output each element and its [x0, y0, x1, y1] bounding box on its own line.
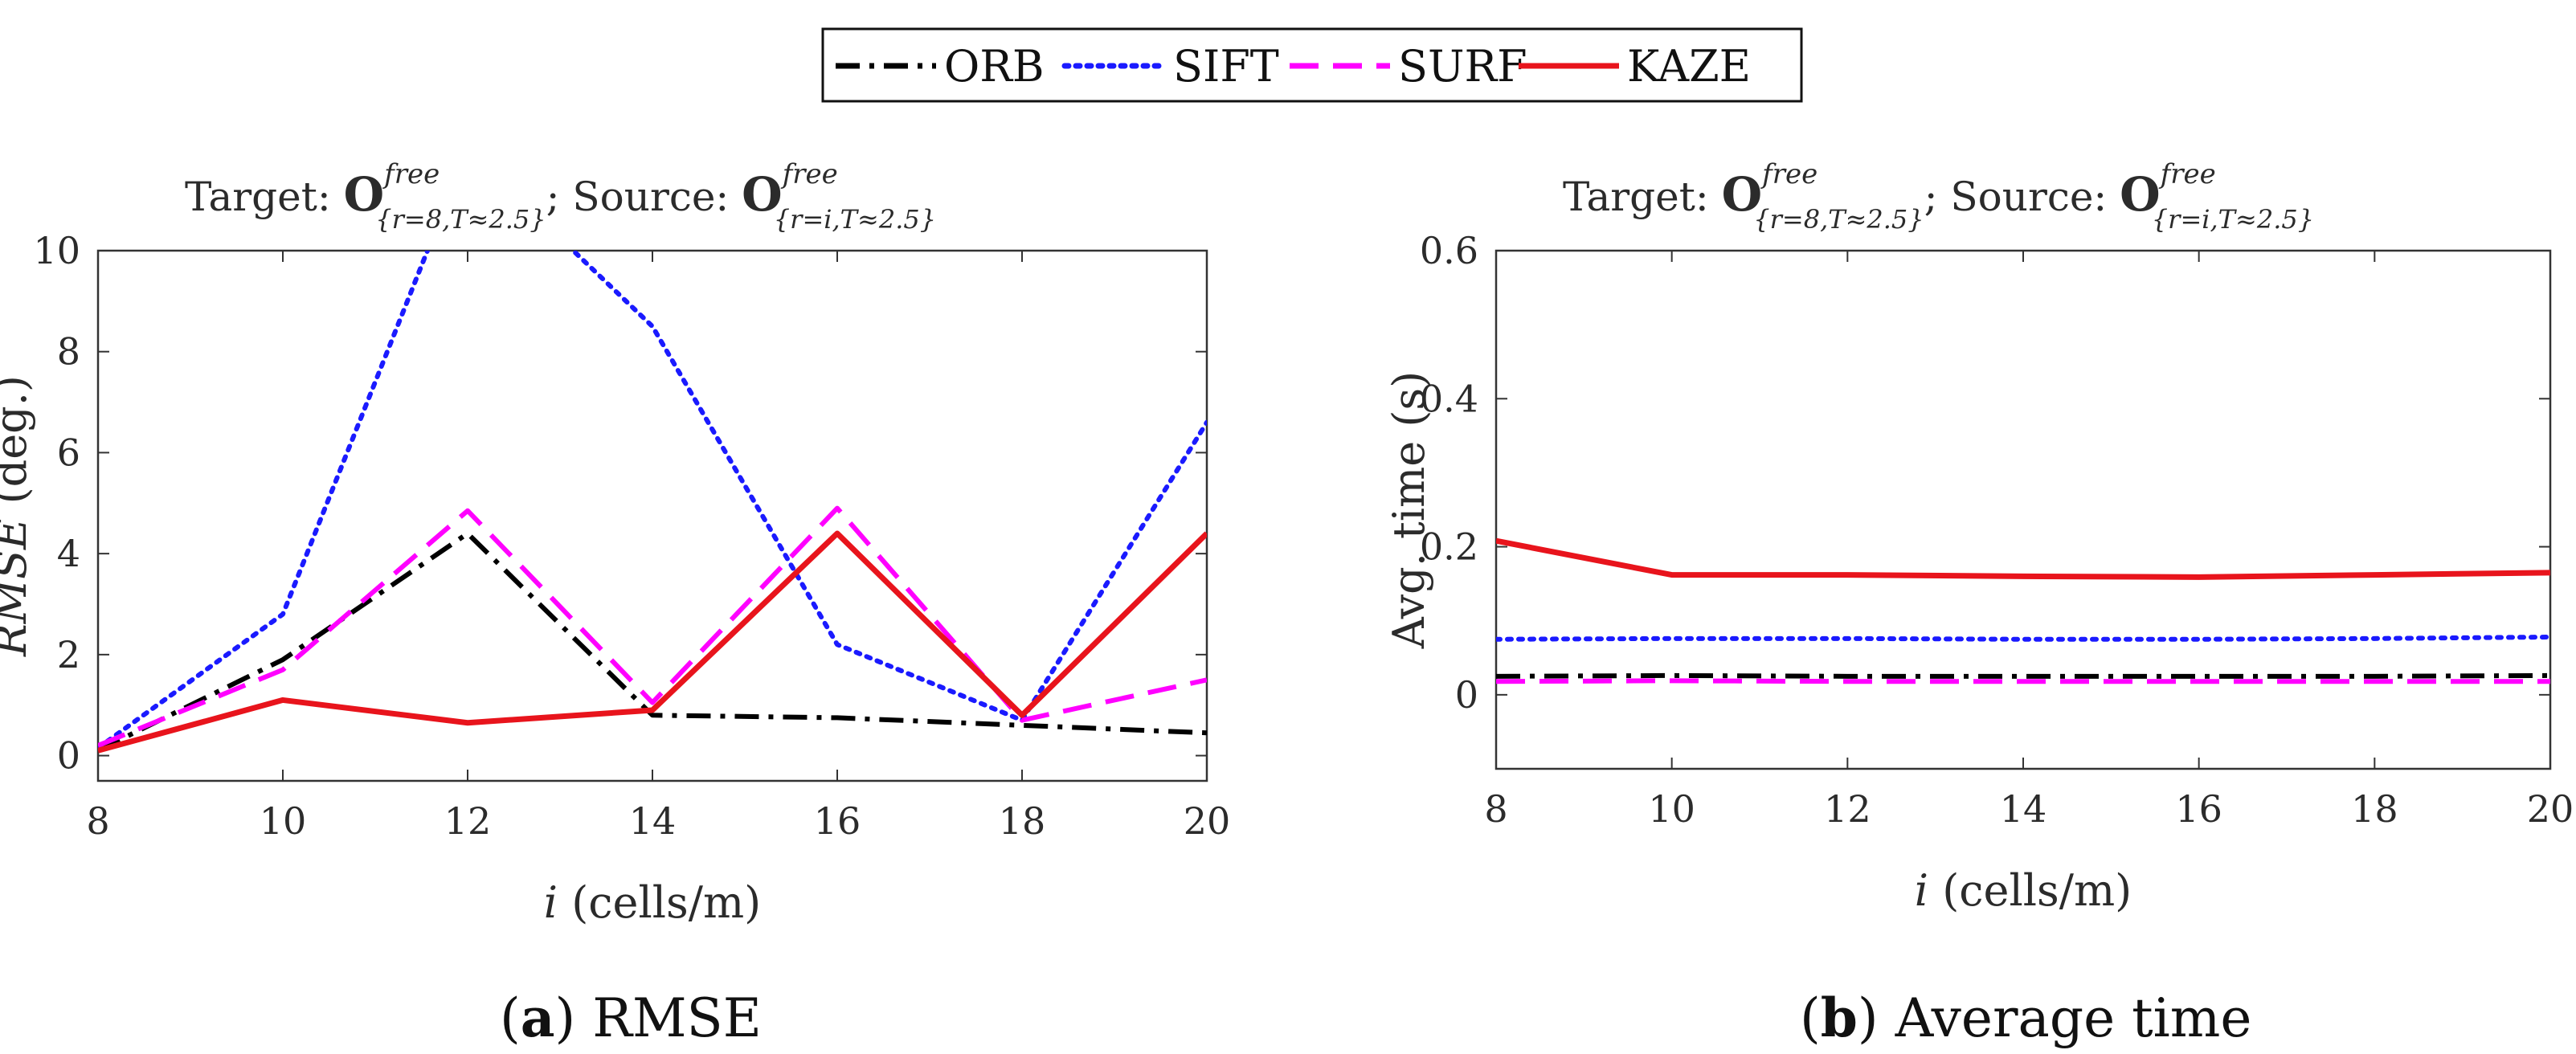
- title-source-superscript: free: [2158, 158, 2216, 190]
- x-axis-units: (cells/m): [558, 877, 761, 928]
- y-tick-label: 0: [57, 734, 80, 778]
- title-target-label: Target:: [1563, 174, 1722, 220]
- title-source-label: ; Source:: [546, 174, 742, 220]
- y-axis-units: Avg. time (s): [1384, 371, 1434, 649]
- title-target-symbol: O: [344, 167, 385, 222]
- panel-rmse: 8 10 12 14 16 18 20 0 2 4 6 8 10 i (cells/m) RMSE (deg…: [0, 158, 1231, 1049]
- caption-open: (: [500, 987, 521, 1049]
- y-tick-label: 0.4: [1420, 377, 1478, 420]
- y-tick-label: 10: [33, 229, 80, 272]
- x-tick-label: 18: [2351, 787, 2398, 831]
- panel-average-time: 8 10 12 14 16 18 20 0 0.2 0.4 0.6 i (cells/m) Avg. t…: [1384, 158, 2574, 1049]
- panel-caption: (b) Average time: [1800, 987, 2251, 1049]
- y-tick-label: 6: [57, 431, 80, 474]
- series-line-sift: [98, 251, 1207, 751]
- title-target-subscript: {r=8,T≈2.5}: [1753, 204, 1924, 235]
- x-axis-units: (cells/m): [1928, 865, 2132, 916]
- caption-letter: b: [1821, 987, 1858, 1049]
- caption-text: RMSE: [575, 987, 762, 1049]
- x-tick-label: 18: [999, 799, 1046, 843]
- caption-text: Average time: [1879, 987, 2252, 1049]
- x-tick-label: 16: [814, 799, 861, 843]
- title-source-superscript: free: [780, 158, 838, 190]
- legend-label-sift: SIFT: [1173, 41, 1279, 92]
- x-tick-label: 10: [1648, 787, 1695, 831]
- legend: ORB SIFT SURF KAZE: [821, 27, 1803, 103]
- plot-frame: [1494, 249, 2552, 770]
- title-target-symbol: O: [1722, 167, 1763, 222]
- caption-close: ): [555, 987, 576, 1049]
- title-source-subscript: {r=i,T≈2.5}: [774, 204, 936, 235]
- x-tick-label: 16: [2175, 787, 2222, 831]
- series-line-orb: [98, 531, 1207, 753]
- y-tick-label: 8: [57, 330, 80, 374]
- caption-letter: a: [521, 987, 555, 1049]
- panel-caption: (a) RMSE: [500, 987, 762, 1049]
- x-axis-label: i (cells/m): [1915, 865, 2132, 916]
- caption-close: ): [1858, 987, 1879, 1049]
- y-axis-label: RMSE (deg.): [0, 375, 36, 657]
- caption-open: (: [1800, 987, 1821, 1049]
- title-target-subscript: {r=8,T≈2.5}: [375, 204, 546, 235]
- x-tick-label: 10: [260, 799, 307, 843]
- title-target-superscript: free: [382, 158, 440, 190]
- series-line-sift: [1496, 634, 2550, 642]
- title-source-symbol: O: [742, 167, 783, 222]
- panel-title: Target: Ofree {r=8,T≈2.5}; Source: Ofree {…: [185, 158, 936, 235]
- x-tick-label: 12: [1824, 787, 1871, 831]
- x-tick-label: 12: [444, 799, 492, 843]
- y-tick-label: 0: [1455, 673, 1478, 717]
- legend-label-kaze: KAZE: [1627, 41, 1751, 92]
- y-tick-label: 4: [57, 532, 80, 575]
- y-axis-units: (deg.): [0, 375, 36, 518]
- series-group: [98, 251, 1207, 754]
- series-line-surf: [98, 505, 1207, 748]
- x-tick-label: 14: [2000, 787, 2047, 831]
- title-source-label: ; Source:: [1924, 174, 2120, 220]
- y-tick-label: 0.2: [1420, 525, 1478, 569]
- y-axis-label: Avg. time (s): [1384, 371, 1434, 649]
- title-source-symbol: O: [2120, 167, 2161, 222]
- y-axis-variable: RMSE: [0, 518, 36, 657]
- y-tick-label: 2: [57, 633, 80, 676]
- x-tick-label: 8: [1484, 787, 1507, 831]
- x-axis-variable: i: [544, 877, 558, 928]
- title-target-superscript: free: [1760, 158, 1818, 190]
- panel-title: Target: Ofree {r=8,T≈2.5}; Source: Ofree {…: [1563, 158, 2314, 235]
- x-tick-label: 20: [1184, 799, 1231, 843]
- series-line-kaze: [1496, 537, 2550, 580]
- y-tick-label: 0.6: [1420, 229, 1478, 272]
- title-source-subscript: {r=i,T≈2.5}: [2152, 204, 2314, 235]
- series-line-kaze: [98, 530, 1207, 754]
- series-group: [1496, 537, 2550, 684]
- title-target-label: Target:: [185, 174, 344, 220]
- x-axis-variable: i: [1915, 865, 1928, 916]
- series-line-surf: [1496, 678, 2550, 684]
- x-axis-label: i (cells/m): [544, 877, 761, 928]
- x-tick-label: 20: [2527, 787, 2574, 831]
- legend-label-surf: SURF: [1398, 41, 1527, 92]
- legend-label-orb: ORB: [944, 41, 1045, 92]
- x-tick-label: 8: [86, 799, 109, 843]
- x-tick-label: 14: [629, 799, 677, 843]
